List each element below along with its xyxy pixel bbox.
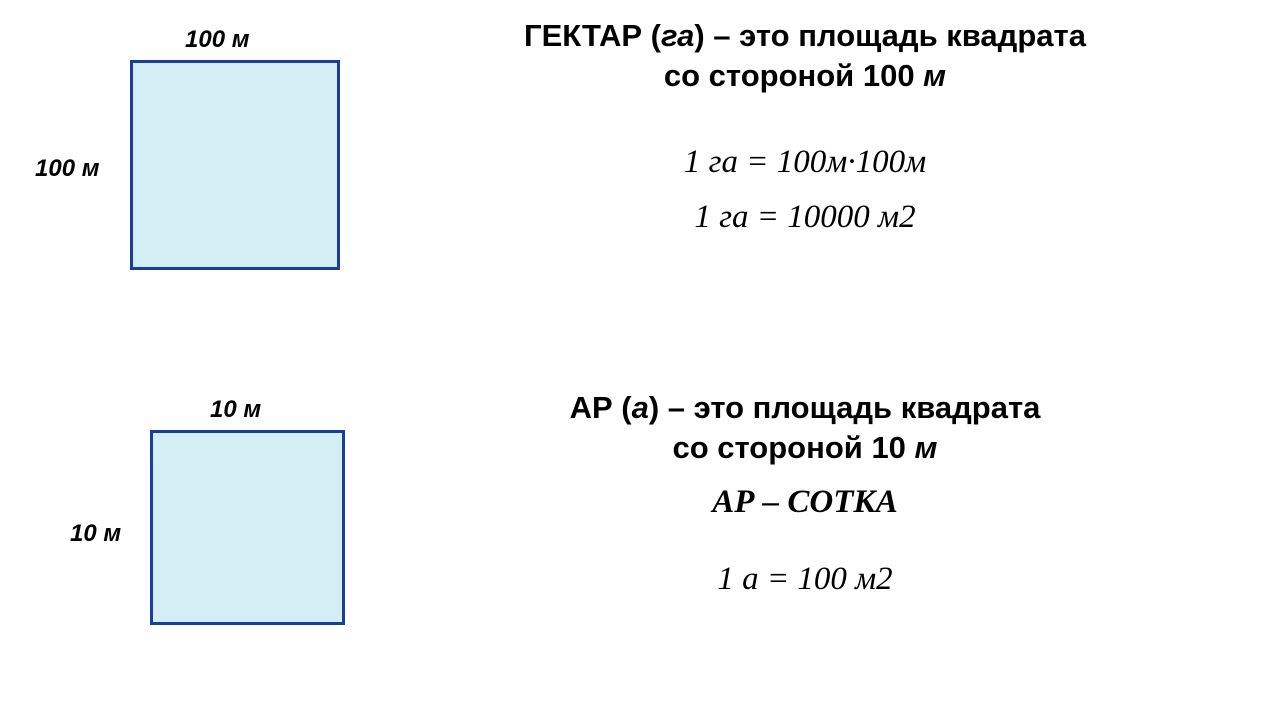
are-label-left: 10 м	[70, 520, 121, 548]
hectare-formula1: 1 га = 100м·100м	[395, 144, 1215, 181]
hectare-label-left: 100 м	[35, 155, 99, 183]
are-formula1: 1 а = 100 м2	[395, 561, 1215, 598]
are-square	[150, 430, 345, 625]
hectare-text-block: ГЕКТАР (га) – это площадь квадрата со ст…	[395, 18, 1215, 236]
hectare-title2-unit: м	[923, 58, 946, 93]
are-title-abbr: а	[632, 390, 649, 425]
are-square-container: 10 м 10 м	[150, 430, 345, 625]
are-text-block: АР (а) – это площадь квадрата со стороно…	[395, 390, 1215, 598]
are-subtitle: АР – СОТКА	[395, 484, 1215, 521]
are-label-top: 10 м	[210, 396, 261, 424]
are-title2-prefix: со стороной 10	[673, 430, 915, 465]
are-title: АР (а) – это площадь квадрата	[395, 390, 1215, 426]
hectare-formula2: 1 га = 10000 м2	[395, 199, 1215, 236]
are-title-suffix: ) – это площадь квадрата	[649, 390, 1041, 425]
hectare-title-prefix: ГЕКТАР (	[524, 18, 661, 53]
hectare-title: ГЕКТАР (га) – это площадь квадрата	[395, 18, 1215, 54]
are-title-line2: со стороной 10 м	[395, 430, 1215, 466]
hectare-square	[130, 60, 340, 270]
hectare-title-line2: со стороной 100 м	[395, 58, 1215, 94]
are-title2-unit: м	[915, 430, 938, 465]
hectare-label-top: 100 м	[185, 26, 249, 54]
hectare-square-container: 100 м 100 м	[130, 60, 340, 270]
hectare-title-abbr: га	[661, 18, 694, 53]
hectare-title2-prefix: со стороной 100	[664, 58, 923, 93]
are-title-prefix: АР (	[570, 390, 632, 425]
hectare-title-suffix: ) – это площадь квадрата	[694, 18, 1086, 53]
